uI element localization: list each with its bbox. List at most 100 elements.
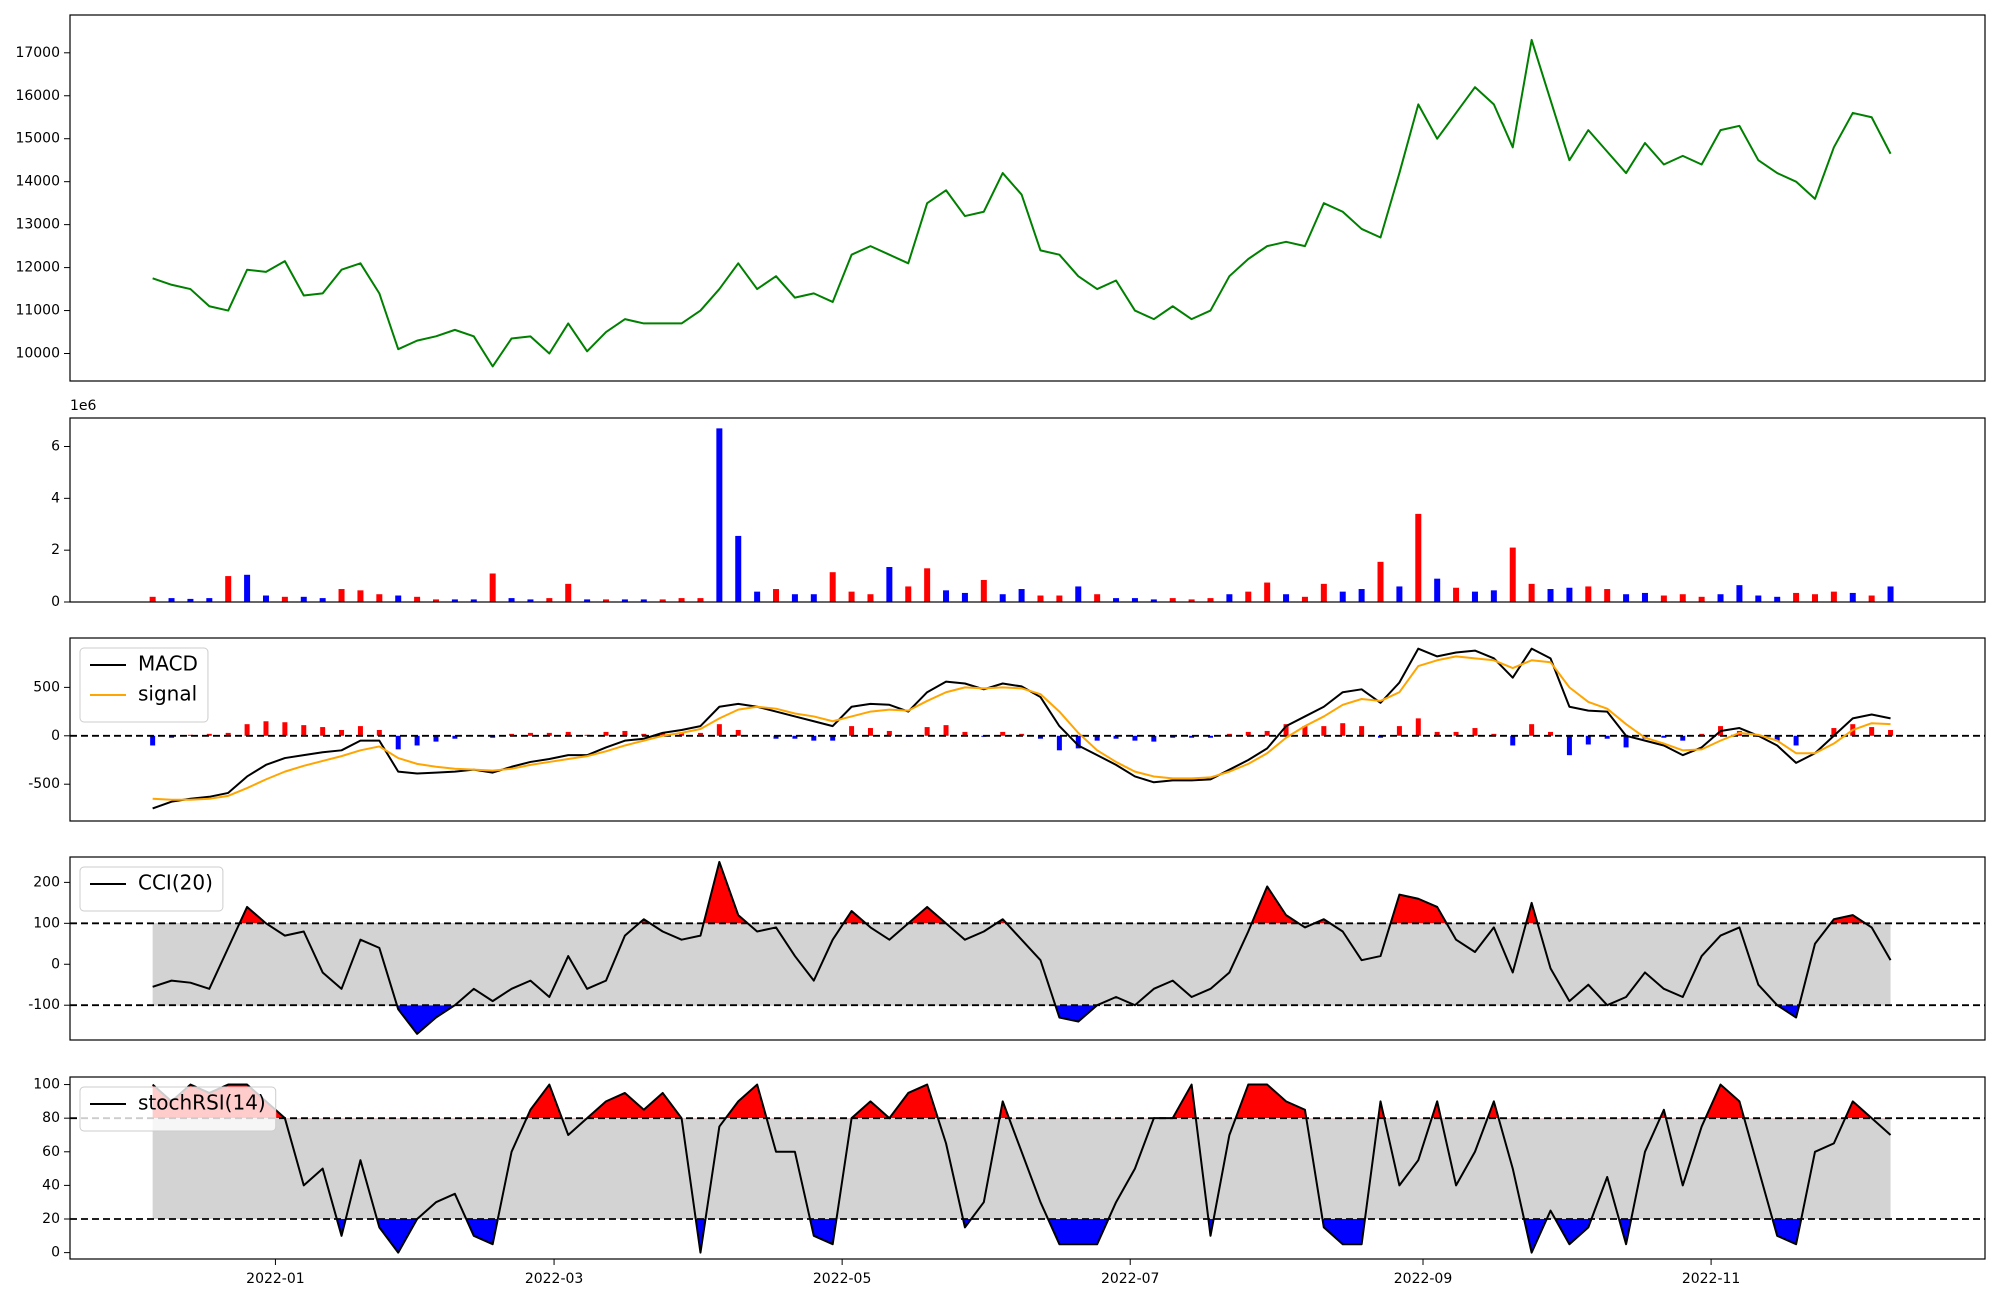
volume-bar [678, 598, 685, 602]
volume-bar [810, 594, 817, 602]
histogram-bar [1831, 728, 1837, 736]
histogram-bar [169, 735, 175, 738]
volume-bar [1207, 598, 1214, 602]
volume-bar [1660, 595, 1667, 602]
volume-bar [1150, 599, 1157, 602]
volume-bar [168, 598, 175, 602]
x-tick-label: 2022-05 [813, 1271, 872, 1287]
histogram-bar [1680, 735, 1686, 741]
y-tick-label: 0 [51, 594, 60, 610]
histogram-bar [1340, 723, 1346, 736]
panel [70, 647, 1985, 810]
histogram-bar [150, 735, 156, 746]
volume-bar [1604, 589, 1611, 602]
y-tick-label: 80 [42, 1110, 60, 1126]
volume-bar [924, 568, 931, 602]
volume-bar [867, 594, 874, 602]
histogram-bar [1264, 730, 1270, 736]
histogram-bar [1170, 735, 1176, 738]
histogram-bar [735, 729, 741, 736]
histogram-bar [792, 735, 798, 739]
volume-bar [1415, 513, 1422, 602]
volume-bar [281, 596, 288, 602]
volume-bar [640, 599, 647, 602]
y-tick-label: 17000 [15, 45, 60, 61]
histogram-bar [433, 735, 439, 742]
volume-bar [262, 595, 269, 602]
histogram-bar [1491, 733, 1497, 736]
histogram-bar [1415, 718, 1421, 736]
histogram-bar [943, 725, 949, 736]
legend-box [79, 866, 224, 912]
volume-bar [300, 596, 307, 602]
volume-bar [357, 590, 364, 602]
y-tick-label: 60 [42, 1144, 60, 1160]
histogram-bar [509, 733, 515, 736]
histogram-bar [263, 721, 269, 736]
histogram-bar [1510, 735, 1516, 746]
histogram-bar [1151, 735, 1157, 742]
volume-bar [584, 599, 591, 602]
histogram-bar [1226, 733, 1232, 736]
y-tick-label: 0 [51, 1245, 60, 1261]
y-tick-label: 500 [33, 679, 60, 695]
volume-bar [943, 590, 950, 602]
y-tick-label: 2 [51, 542, 60, 558]
histogram-bar [811, 735, 817, 741]
histogram-bar [1132, 735, 1138, 741]
histogram-bar [622, 730, 628, 736]
histogram-bar [546, 732, 552, 736]
volume-bar [376, 594, 383, 602]
volume-bar [999, 594, 1006, 602]
histogram-bar [1453, 731, 1459, 736]
volume-bar [319, 598, 326, 602]
histogram-bar [1793, 735, 1799, 746]
histogram-bar [716, 724, 722, 736]
histogram-bar [1869, 727, 1875, 736]
histogram-bar [830, 735, 836, 741]
legend-box [79, 1086, 277, 1132]
volume-bar [395, 595, 402, 602]
histogram-bar [1472, 728, 1478, 736]
histogram-bar [849, 726, 855, 736]
series-line [152, 647, 1891, 810]
histogram-bar [603, 731, 609, 736]
y-tick-label: 16000 [15, 88, 60, 104]
overbought-fill [152, 1084, 1891, 1119]
legend: CCI(20) [79, 866, 224, 912]
volume-bar [1698, 596, 1705, 602]
histogram-bar [301, 725, 307, 736]
volume-bar [414, 596, 421, 602]
neutral-band [152, 1118, 1891, 1220]
volume-bar [187, 598, 194, 602]
series-line [152, 655, 1891, 801]
volume-bar [1641, 592, 1648, 602]
histogram-bar [1056, 735, 1062, 751]
volume-bar [1585, 586, 1592, 602]
y-tick-label: 10000 [15, 346, 60, 362]
histogram-bar [1378, 735, 1384, 738]
y-tick-label: 11000 [15, 303, 60, 319]
y-tick-label: 6 [51, 439, 60, 455]
x-tick-label: 2022-03 [525, 1271, 584, 1287]
volume-bar [1830, 591, 1837, 602]
volume-bar [791, 594, 798, 602]
histogram-bar [1094, 735, 1100, 741]
volume-bar [1226, 594, 1233, 602]
volume-bar [659, 599, 666, 602]
volume-bar [489, 573, 496, 602]
histogram-bar [641, 733, 647, 736]
histogram-bar [1113, 735, 1119, 739]
y-tick-label: 0 [51, 956, 60, 972]
volume-bar [1396, 586, 1403, 602]
volume-bar [1679, 594, 1686, 602]
volume-bar [1283, 594, 1290, 602]
volume-bar [1811, 594, 1818, 602]
volume-bar [1793, 592, 1800, 602]
legend-label: MACD [138, 652, 198, 676]
histogram-bar [1283, 724, 1289, 736]
volume-bar [1037, 595, 1044, 602]
y-tick-label: 4 [51, 490, 60, 506]
volume-bar [1301, 596, 1308, 602]
volume-bar [1471, 591, 1478, 602]
